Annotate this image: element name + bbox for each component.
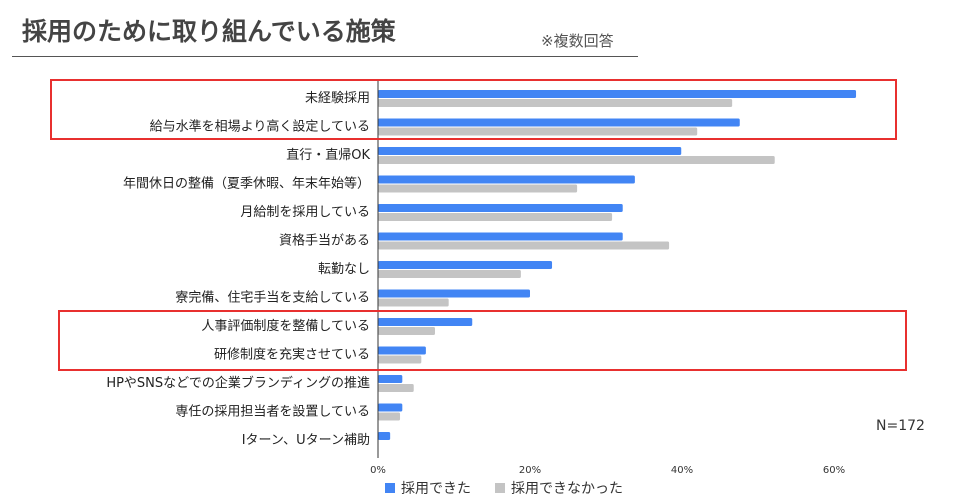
bar-hired — [378, 289, 530, 298]
category-label: 研修制度を充実させている — [214, 347, 370, 363]
bar-not-hired — [378, 241, 670, 250]
bar-not-hired — [378, 412, 401, 421]
category-label: 資格手当がある — [279, 233, 370, 249]
highlight-box — [50, 79, 897, 140]
x-tick-label: 0% — [370, 465, 386, 476]
x-tick-label: 60% — [823, 465, 845, 476]
bar-hired — [378, 204, 623, 212]
bar-not-hired — [378, 298, 449, 307]
bar-not-hired — [378, 355, 422, 364]
bar-not-hired — [378, 99, 733, 107]
bar-hired — [378, 346, 426, 355]
bar-not-hired — [378, 213, 613, 221]
legend: 採用できた 採用できなかった — [385, 478, 623, 498]
bar-not-hired — [378, 184, 578, 193]
legend-label-not-hired: 採用できなかった — [511, 481, 623, 497]
bar-hired — [378, 147, 682, 155]
x-tick-label: 20% — [519, 465, 541, 476]
bar-hired — [378, 175, 635, 184]
category-label: 直行・直帰OK — [286, 147, 370, 163]
bar-hired — [378, 375, 403, 383]
category-label: 給与水準を相場より高く設定している — [150, 119, 370, 135]
legend-swatch-hired — [385, 483, 395, 493]
bar-hired — [378, 118, 740, 127]
page-title: 採用のために取り組んでいる施策 — [22, 17, 396, 46]
x-tick-label: 40% — [671, 465, 693, 476]
sample-size-label: N=172 — [876, 418, 925, 434]
title-divider — [12, 56, 638, 57]
category-label: 年間休日の整備（夏季休暇、年末年始等） — [123, 176, 370, 192]
category-label: 専任の採用担当者を設置している — [175, 404, 370, 420]
bar-hired — [378, 432, 391, 440]
legend-label-hired: 採用できた — [401, 481, 471, 497]
bar-hired — [378, 318, 473, 326]
category-label: 転勤なし — [318, 262, 370, 277]
bar-not-hired — [378, 156, 775, 164]
bar-not-hired — [378, 127, 698, 136]
bar-not-hired — [378, 327, 435, 335]
category-label: HPやSNSなどでの企業ブランディングの推進 — [106, 375, 370, 391]
bar-hired — [378, 90, 857, 98]
category-label: 人事評価制度を整備している — [201, 318, 370, 334]
multiple-answer-note: ※複数回答 — [541, 32, 614, 50]
category-label: Iターン、Uターン補助 — [242, 433, 370, 448]
bar-not-hired — [378, 384, 414, 392]
category-label: 寮完備、住宅手当を支給している — [175, 290, 370, 306]
highlight-box — [58, 310, 907, 371]
category-label: 月給制を採用している — [240, 205, 370, 220]
bar-hired — [378, 261, 553, 269]
bar-not-hired — [378, 270, 521, 278]
legend-swatch-not-hired — [495, 483, 505, 493]
bar-hired — [378, 232, 623, 241]
category-label: 未経験採用 — [305, 91, 370, 106]
bar-hired — [378, 403, 403, 412]
